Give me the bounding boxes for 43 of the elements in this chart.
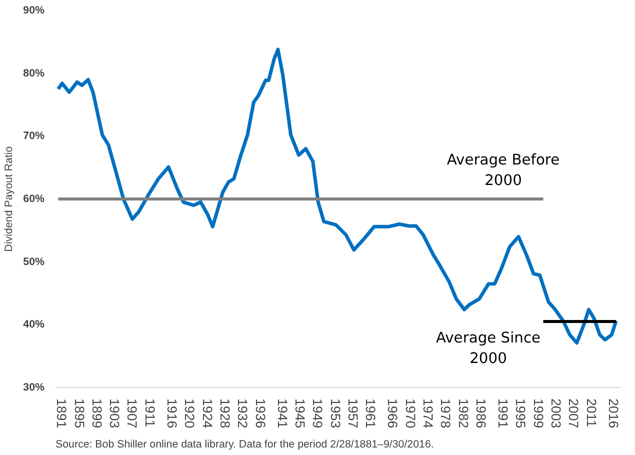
y-axis-title: Dividend Payout Ratio xyxy=(3,146,16,252)
x-tick-label: 1920 xyxy=(182,398,198,428)
x-tick-label: 1928 xyxy=(217,398,232,428)
x-tick-label: 1899 xyxy=(89,398,104,428)
x-tick-label: 1932 xyxy=(235,398,250,428)
x-tick-label: 1903 xyxy=(107,398,122,428)
x-tick-label: 1924 xyxy=(200,398,215,429)
y-tick-label: 30% xyxy=(23,382,46,394)
x-tick-label: 1916 xyxy=(164,398,180,428)
x-tick-label: 1970 xyxy=(402,398,418,428)
x-tick-label: 1961 xyxy=(363,398,378,428)
y-tick-label: 70% xyxy=(23,130,46,142)
x-tick-label: 1949 xyxy=(310,398,326,428)
x-tick-label: 2016 xyxy=(606,398,621,428)
y-tick-label: 80% xyxy=(23,67,46,80)
x-tick-label: 2003 xyxy=(548,398,564,428)
x-tick-label: 1991 xyxy=(496,398,511,428)
x-tick-label: 1891 xyxy=(54,398,70,428)
x-tick-label: 1953 xyxy=(328,398,343,428)
line-series xyxy=(56,48,618,345)
x-tick-label: 1982 xyxy=(456,398,471,428)
series-label: Average Since 2000 xyxy=(436,330,541,367)
x-tick-label: 1966 xyxy=(385,398,400,428)
series-label: Average Before 2000 xyxy=(446,152,560,189)
x-tick-label: 1941 xyxy=(274,398,290,428)
x-tick-label: 1907 xyxy=(124,398,140,428)
x-tick-label: 1945 xyxy=(292,398,308,428)
y-tick-label: 50% xyxy=(23,256,46,268)
x-tick-label: 1978 xyxy=(438,398,454,428)
x-tick-label: 1957 xyxy=(345,398,360,428)
source-note: Source: Bob Shiller online data library. Data for the period 2/28/1881–9/30/2016. xyxy=(56,438,434,450)
x-tick-label: 1936 xyxy=(252,398,268,428)
x-tick-label: 1911 xyxy=(142,398,158,428)
x-tick-label: 1986 xyxy=(473,398,488,428)
y-tick-label: 60% xyxy=(23,193,46,205)
x-tick-label: 2007 xyxy=(566,398,582,428)
y-tick-label: 40% xyxy=(23,318,46,331)
x-tick-label: 2011 xyxy=(584,398,599,428)
x-tick-label: 1999 xyxy=(530,398,546,428)
x-tick-label: 1974 xyxy=(420,398,436,429)
x-tick-label: 1895 xyxy=(72,398,87,428)
y-tick-label: 90% xyxy=(23,4,46,16)
x-tick-label: 1995 xyxy=(513,398,528,428)
